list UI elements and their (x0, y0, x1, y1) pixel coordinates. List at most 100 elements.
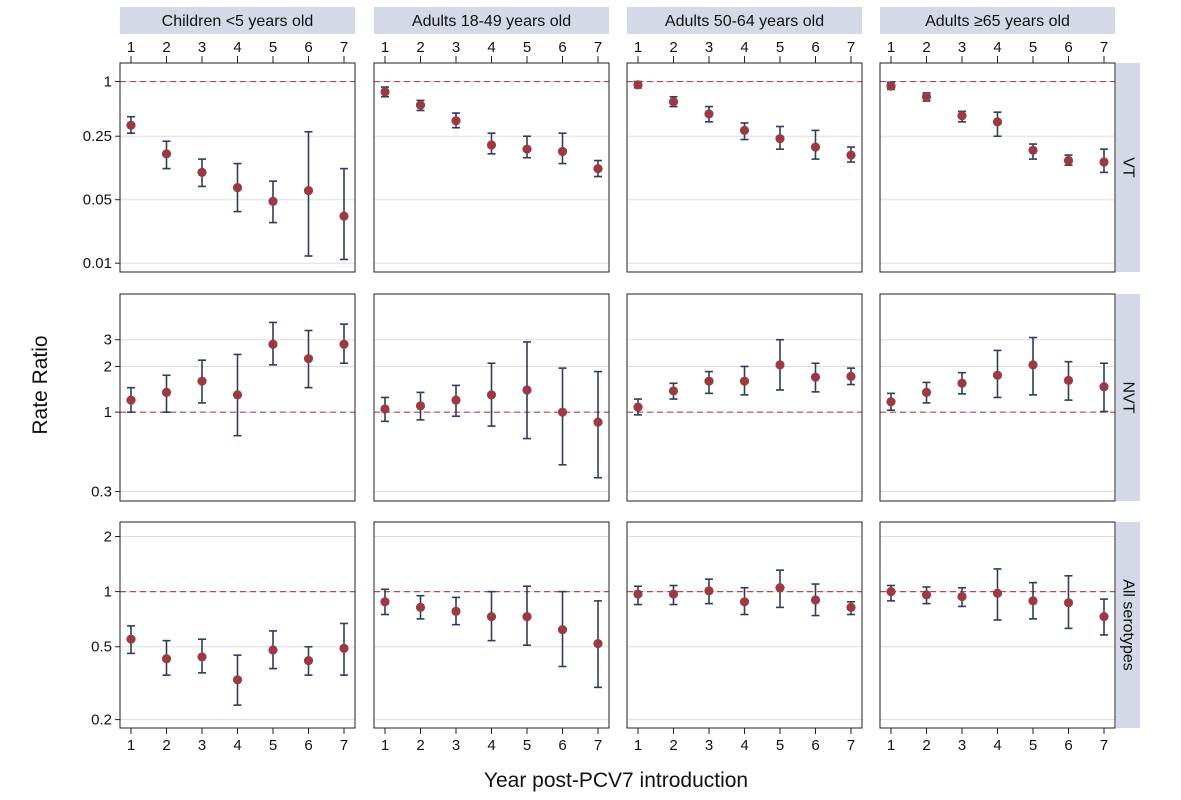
data-point (415, 100, 426, 110)
x-tick-label-bottom: 3 (452, 737, 460, 754)
x-tick-label-bottom: 5 (269, 737, 277, 754)
panel-vt-col2 (373, 62, 610, 273)
data-point (921, 590, 932, 600)
data-point (339, 339, 349, 349)
data-point (126, 395, 136, 405)
data-point (380, 87, 390, 97)
x-tick-label-top: 6 (1064, 39, 1072, 56)
x-tick-label-bottom: 1 (381, 737, 389, 754)
x-tick-label-top: 1 (887, 39, 895, 56)
data-point (522, 385, 532, 395)
x-tick-label-bottom: 2 (669, 737, 677, 754)
x-tick-label-top: 2 (162, 39, 170, 56)
data-point (846, 150, 856, 160)
x-tick-label-bottom: 7 (594, 737, 602, 754)
data-point (704, 376, 714, 386)
data-point (704, 586, 714, 596)
row-strip-label: VT (1120, 157, 1137, 178)
data-point (810, 595, 821, 605)
y-tick-label: 1 (104, 404, 112, 421)
x-tick-label-top: 5 (523, 39, 531, 56)
data-point (1099, 382, 1109, 392)
x-tick-label-bottom: 2 (416, 737, 424, 754)
x-tick-label-top: 4 (487, 39, 495, 56)
x-tick-label-top: 5 (269, 39, 277, 56)
data-point (197, 167, 207, 177)
column-strip (880, 7, 1115, 34)
data-point (886, 397, 896, 407)
data-point (775, 583, 785, 593)
panel-frame (373, 62, 610, 273)
data-point (380, 404, 390, 414)
y-tick-label: 0.5 (91, 639, 112, 656)
x-tick-label-bottom: 1 (887, 737, 895, 754)
y-tick-label: 2 (104, 528, 112, 545)
x-tick-label-bottom: 4 (233, 737, 241, 754)
x-tick-label-top: 5 (776, 39, 784, 56)
data-point (739, 597, 750, 607)
data-point (739, 376, 750, 386)
data-point (197, 376, 207, 386)
data-point (303, 185, 314, 196)
x-tick-label-bottom: 5 (776, 737, 784, 754)
data-point (522, 612, 532, 622)
data-point (1063, 155, 1074, 166)
data-point (451, 116, 461, 126)
panel-nvt-col1 (119, 293, 356, 502)
panel-frame (626, 62, 863, 273)
data-point (668, 386, 679, 396)
x-tick-label-bottom: 6 (1064, 737, 1072, 754)
data-point (992, 117, 1003, 127)
panel-vt-col3 (626, 62, 863, 273)
data-point (303, 354, 314, 364)
x-tick-label-top: 3 (452, 39, 460, 56)
data-point (810, 372, 821, 382)
data-point (593, 164, 603, 174)
data-point (522, 144, 532, 154)
y-tick-label: 3 (104, 332, 112, 349)
data-point (197, 652, 207, 662)
data-point (957, 591, 967, 602)
column-strip-label: Adults 18-49 years old (412, 13, 571, 30)
panel-all-serotypes-col2 (373, 521, 610, 729)
x-tick-label-top: 7 (1100, 39, 1108, 56)
data-point (886, 81, 896, 91)
data-point (161, 149, 172, 159)
data-point (810, 142, 821, 152)
data-point (1063, 375, 1074, 385)
y-tick-label: 0.01 (83, 255, 112, 272)
data-point (633, 589, 643, 599)
x-tick-label-bottom: 3 (958, 737, 966, 754)
data-point (339, 643, 349, 653)
data-point (633, 80, 643, 90)
column-strip-label: Adults ≥65 years old (925, 13, 1070, 30)
x-tick-label-top: 7 (594, 39, 602, 56)
row-strip (1116, 522, 1140, 728)
data-point (486, 390, 497, 400)
data-point (846, 371, 856, 381)
x-tick-label-top: 4 (993, 39, 1001, 56)
panel-nvt-col2 (373, 293, 610, 502)
data-point (161, 654, 172, 664)
data-point (232, 675, 243, 685)
data-point (704, 109, 714, 119)
panel-frame (119, 293, 356, 502)
data-point (668, 589, 679, 599)
x-tick-label-bottom: 7 (1100, 737, 1108, 754)
x-tick-label-bottom: 4 (740, 737, 748, 754)
panel-frame (373, 293, 610, 502)
y-tick-label: 2 (104, 358, 112, 375)
data-point (1028, 360, 1038, 370)
x-tick-label-top: 2 (922, 39, 930, 56)
row-strip (1116, 294, 1140, 501)
data-point (415, 401, 426, 411)
y-tick-label: 0.25 (83, 128, 112, 145)
data-point (1028, 145, 1038, 155)
panel-all-serotypes-col1 (119, 521, 356, 729)
y-tick-label: 0.2 (91, 712, 112, 729)
x-tick-label-top: 3 (958, 39, 966, 56)
data-point (232, 182, 243, 193)
x-tick-label-top: 5 (1029, 39, 1037, 56)
data-point (957, 111, 967, 121)
